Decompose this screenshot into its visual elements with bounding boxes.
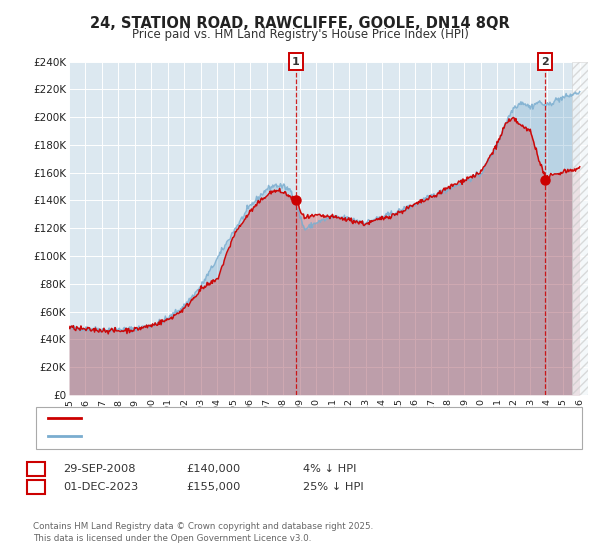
Text: Price paid vs. HM Land Registry's House Price Index (HPI): Price paid vs. HM Land Registry's House …	[131, 28, 469, 41]
Text: 24, STATION ROAD, RAWCLIFFE, GOOLE, DN14 8QR (semi-detached house): 24, STATION ROAD, RAWCLIFFE, GOOLE, DN14…	[86, 413, 458, 423]
Text: 4% ↓ HPI: 4% ↓ HPI	[303, 464, 356, 474]
Text: £155,000: £155,000	[186, 482, 241, 492]
Text: 01-DEC-2023: 01-DEC-2023	[63, 482, 138, 492]
Text: 1: 1	[32, 462, 40, 475]
Text: 25% ↓ HPI: 25% ↓ HPI	[303, 482, 364, 492]
Text: £140,000: £140,000	[186, 464, 240, 474]
Text: 2: 2	[542, 57, 550, 67]
Text: Contains HM Land Registry data © Crown copyright and database right 2025.
This d: Contains HM Land Registry data © Crown c…	[33, 522, 373, 543]
Text: 24, STATION ROAD, RAWCLIFFE, GOOLE, DN14 8QR: 24, STATION ROAD, RAWCLIFFE, GOOLE, DN14…	[90, 16, 510, 31]
Text: 29-SEP-2008: 29-SEP-2008	[63, 464, 136, 474]
Text: 1: 1	[292, 57, 299, 67]
Text: HPI: Average price, semi-detached house, East Riding of Yorkshire: HPI: Average price, semi-detached house,…	[86, 431, 415, 441]
Text: 2: 2	[32, 480, 40, 494]
